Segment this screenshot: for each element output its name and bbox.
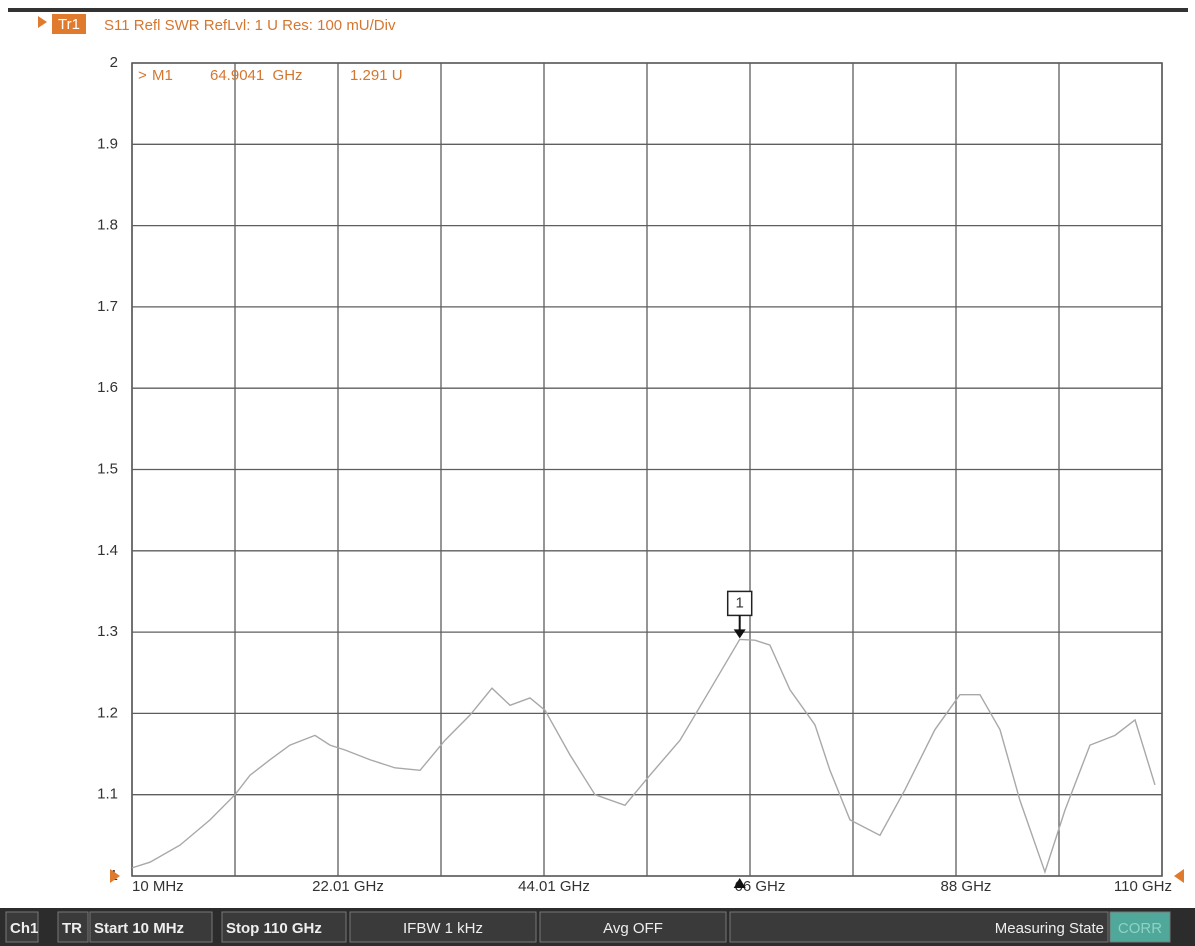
marker-y-readout: 1.291 U [350, 67, 403, 84]
ref-level-left [110, 869, 120, 883]
trace-arrow [38, 16, 47, 28]
trace-title: S11 Refl SWR RefLvl: 1 U Res: 100 mU/Div [104, 17, 396, 34]
y-tick-label: 1.3 [97, 623, 118, 640]
status-segment [539, 911, 727, 943]
y-tick-label: 1.8 [97, 217, 118, 234]
marker-box [726, 590, 753, 617]
status-text: IFBW 1 kHz [403, 920, 483, 937]
y-tick-label: 1.9 [97, 135, 118, 152]
y-tick-label: 1.5 [97, 460, 118, 477]
top-border [8, 8, 1188, 12]
x-tick-label: 22.01 GHz [312, 878, 384, 895]
y-tick-label: 2 [110, 54, 118, 71]
status-text: CORR [1118, 920, 1162, 937]
trace-name: Tr1 [58, 16, 80, 33]
status-segment [89, 911, 213, 943]
status-text: Start 10 MHz [94, 920, 184, 937]
status-text: Avg OFF [603, 920, 663, 937]
y-tick-label: 1.6 [97, 379, 118, 396]
status-segment [349, 911, 537, 943]
marker-x-readout: 64.9041 GHz [210, 67, 303, 84]
status-segment [57, 911, 89, 943]
status-text: TR [62, 920, 82, 937]
x-tick-label: 110 GHz [1114, 878, 1172, 895]
status-text: Measuring State [995, 920, 1104, 937]
status-segment [221, 911, 347, 943]
x-tick-label: 44.01 GHz [518, 878, 590, 895]
marker-x-indicator [733, 878, 746, 888]
status-text: Ch1 [10, 920, 38, 937]
y-tick-label: 1.1 [97, 786, 118, 803]
x-tick-label: 66 GHz [735, 878, 786, 895]
status-segment [5, 911, 39, 943]
x-tick-label: 88 GHz [941, 878, 992, 895]
trace-badge [52, 14, 86, 34]
status-text: Stop 110 GHz [226, 920, 322, 937]
ref-level-right [1174, 869, 1184, 883]
y-tick-label: 1.2 [97, 704, 118, 721]
trace-line [131, 638, 1156, 875]
x-tick-label: 10 MHz [132, 878, 184, 895]
marker-box-label: 1 [736, 594, 744, 611]
y-tick-label: 1.7 [97, 298, 118, 315]
status-segment [1109, 911, 1171, 943]
marker-point [733, 629, 746, 639]
status-segment [729, 911, 1109, 943]
marker-symbol: > [138, 67, 147, 84]
y-tick-label: 1.4 [97, 542, 118, 559]
marker-name: M1 [152, 67, 173, 84]
